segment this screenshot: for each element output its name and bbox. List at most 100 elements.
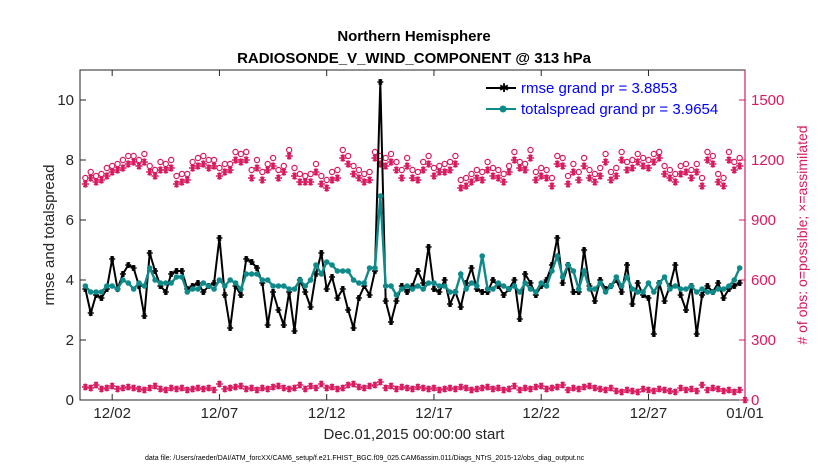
obs-low-point: [248, 384, 256, 392]
obs-possible-point: [650, 150, 658, 158]
totalspread-point: [463, 286, 469, 292]
obs-assimilated-point: [521, 166, 529, 174]
legend-rmse-marker: ✱: [499, 81, 509, 95]
obs-assimilated-point: [537, 172, 545, 180]
rmse-point: [430, 286, 437, 292]
rmse-point: [221, 292, 228, 298]
x-tick-label: 01/01: [726, 405, 764, 422]
obs-low-point: [194, 384, 202, 392]
obs-possible-point: [141, 150, 148, 158]
rmse-point: [629, 301, 636, 307]
totalspread-point: [318, 271, 325, 277]
totalspread-point: [195, 286, 201, 292]
rmse-point: [522, 271, 529, 277]
rmse-point: [200, 289, 207, 295]
y-axis-label: rmse and totalspread: [41, 165, 58, 306]
obs-assimilated-point: [317, 180, 325, 188]
obs-possible-point: [414, 168, 422, 176]
obs-possible-point: [103, 164, 111, 172]
totalspread-point: [184, 289, 191, 295]
obs-assimilated-point: [333, 174, 342, 182]
y-tick-label: 10: [57, 92, 74, 109]
obs-assimilated-point: [639, 162, 647, 170]
rmse-point: [420, 280, 427, 286]
obs-low-point: [135, 385, 143, 393]
obs-possible-point: [693, 160, 700, 168]
obs-possible-point: [570, 160, 577, 168]
obs-possible-point: [457, 176, 464, 184]
obs-low-point: [269, 383, 277, 391]
obs-low-point: [317, 380, 325, 388]
rmse-point: [404, 289, 411, 295]
obs-low-point: [511, 382, 518, 390]
obs-assimilated-point: [92, 178, 100, 186]
obs-assimilated-point: [516, 164, 524, 172]
obs-low-point: [264, 385, 272, 393]
chart-subtitle: RADIOSONDE_V_WIND_COMPONENT @ 313 hPa: [237, 50, 592, 67]
obs-low-point: [409, 385, 416, 393]
obs-possible-point: [607, 168, 615, 176]
obs-possible-point: [194, 154, 202, 162]
obs-assimilated-point: [178, 178, 186, 186]
totalspread-point: [157, 280, 164, 286]
obs-assimilated-point: [510, 156, 518, 164]
totalspread-point: [618, 283, 625, 289]
totalspread-point: [608, 283, 614, 289]
totalspread-point: [323, 259, 330, 265]
obs-assimilated-point: [189, 164, 197, 172]
rmse-point: [345, 307, 352, 313]
obs-assimilated-point: [693, 168, 701, 176]
rmse-point: [516, 316, 523, 322]
rmse-point: [500, 292, 507, 298]
obs-assimilated-point: [113, 166, 122, 174]
obs-possible-point: [639, 154, 647, 162]
rmse-point: [366, 292, 373, 298]
obs-low-point: [157, 385, 164, 393]
obs-possible-point: [720, 174, 727, 182]
obs-assimilated-point: [253, 164, 261, 172]
obs-assimilated-point: [505, 168, 513, 176]
obs-assimilated-point: [580, 162, 588, 170]
obs-low-point: [387, 382, 395, 390]
obs-low-point: [505, 385, 513, 393]
totalspread-point: [329, 262, 335, 268]
obs-possible-point: [543, 166, 550, 174]
obs-assimilated-point: [328, 176, 336, 184]
totalspread-point: [549, 268, 555, 274]
obs-possible-point: [350, 162, 357, 170]
obs-possible-point: [173, 172, 180, 180]
legend-spread-label: totalspread grand pr = 3.9654: [521, 101, 718, 118]
totalspread-point: [613, 274, 620, 280]
rmse-point: [548, 262, 555, 268]
rmse-point: [484, 289, 491, 295]
obs-low-point: [376, 378, 384, 386]
obs-low-point: [237, 382, 245, 390]
rmse-point: [559, 280, 566, 286]
obs-low-point: [537, 382, 545, 390]
obs-low-point: [307, 382, 314, 390]
obs-assimilated-point: [644, 164, 653, 172]
legend-rmse-label: rmse grand pr = 3.8853: [521, 80, 677, 97]
obs-possible-point: [312, 160, 320, 168]
rmse-point: [463, 280, 470, 286]
totalspread-point: [264, 277, 271, 283]
rmse-point: [146, 250, 153, 256]
obs-possible-point: [634, 150, 641, 158]
obs-assimilated-point: [140, 158, 148, 166]
obs-assimilated-point: [451, 160, 459, 168]
totalspread-point: [136, 280, 142, 286]
obs-low-point: [425, 385, 432, 393]
obs-possible-point: [403, 154, 411, 162]
obs-assimilated-point: [441, 168, 449, 176]
obs-assimilated-point: [172, 180, 181, 188]
obs-assimilated-point: [473, 174, 481, 182]
y-axis-right-label: # of obs: o=possible; ×=assimilated: [794, 125, 810, 344]
rmse-point: [280, 322, 287, 328]
obs-low-point: [628, 387, 636, 395]
rmse-point: [388, 319, 395, 325]
rmse-point: [645, 295, 652, 301]
obs-low-point: [328, 383, 336, 391]
obs-assimilated-point: [248, 174, 256, 182]
obs-possible-point: [698, 174, 706, 182]
obs-possible-point: [591, 170, 599, 178]
